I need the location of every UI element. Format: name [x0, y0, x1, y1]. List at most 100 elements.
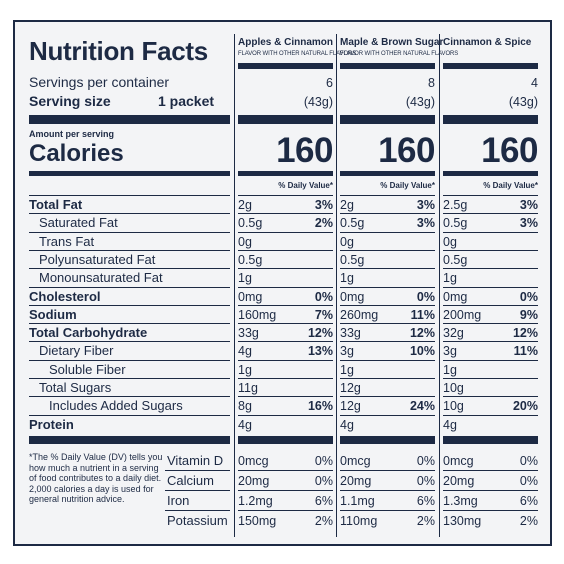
nutrient-daily-value: 3% — [519, 216, 538, 231]
row-divider — [340, 304, 435, 306]
vitamin-daily-value: 6% — [314, 494, 333, 508]
row-divider — [443, 286, 538, 288]
nutrient-daily-value: 0% — [416, 289, 435, 304]
row-divider — [443, 268, 538, 270]
amount-per-serving: Amount per serving — [29, 129, 115, 139]
vitamin-amount: 20mg — [443, 474, 475, 488]
servings-value: 6 — [326, 76, 333, 90]
vitamin-amount: 0mcg — [443, 454, 474, 468]
nutrient-label: Protein — [29, 416, 74, 432]
row-divider — [340, 341, 435, 343]
row-divider — [165, 470, 230, 471]
nutrient-label: Polyunsaturated Fat — [39, 251, 156, 267]
nutrient-amount: 0.5g — [340, 252, 365, 267]
nutrient-amount: 4g — [238, 344, 252, 359]
nutrient-label: Total Carbohydrate — [29, 325, 148, 341]
row-divider — [29, 231, 230, 233]
serving-size-value: 1 packet — [158, 93, 215, 109]
vitamin-amount: 0mcg — [340, 454, 371, 468]
vitamin-daily-value: 2% — [314, 514, 333, 528]
column-divider — [336, 34, 337, 537]
row-divider — [238, 510, 333, 511]
nutrient-daily-value: 11% — [410, 307, 435, 322]
nutrient-daily-value: 0% — [314, 289, 333, 304]
servings-value: 4 — [531, 76, 538, 90]
vitamin-daily-value: 0% — [314, 454, 333, 468]
row-divider — [340, 470, 435, 471]
nutrient-daily-value: 10% — [409, 344, 435, 359]
row-divider — [340, 286, 435, 288]
nutrient-daily-value: 12% — [307, 326, 333, 341]
vitamin-daily-value: 0% — [519, 474, 538, 488]
row-divider — [340, 323, 435, 325]
row-divider — [29, 414, 230, 416]
nutrient-amount: 1g — [443, 271, 457, 286]
nutrient-amount: 2.5g — [443, 198, 468, 212]
nutrient-amount: 1g — [340, 362, 354, 377]
column-1-header-bar — [238, 63, 333, 69]
medium-divider — [443, 171, 538, 176]
row-divider — [238, 490, 333, 491]
nutrient-amount: 260mg — [340, 307, 379, 322]
serving-size-grams: (43g) — [508, 95, 538, 109]
row-divider — [340, 490, 435, 491]
row-divider — [29, 304, 230, 306]
nutrient-daily-value: 13% — [307, 344, 333, 359]
nutrient-daily-value: 3% — [314, 198, 333, 212]
daily-value-footnote: *The % Daily Value (DV) tells you how mu… — [29, 452, 163, 504]
nutrient-amount: 10g — [443, 399, 464, 414]
nutrient-amount: 200mg — [443, 307, 482, 322]
row-divider — [238, 286, 333, 288]
nutrient-amount: 1g — [443, 362, 457, 377]
row-divider — [340, 359, 435, 361]
column-divider — [234, 34, 235, 537]
row-divider — [165, 490, 230, 491]
row-divider — [340, 249, 435, 251]
nutrient-daily-value: 16% — [307, 399, 333, 414]
nutrient-amount: 0.5g — [443, 216, 468, 231]
row-divider — [340, 268, 435, 270]
row-divider — [29, 341, 230, 343]
vitamin-label: Vitamin D — [167, 453, 224, 468]
row-divider — [443, 195, 538, 196]
row-divider — [340, 195, 435, 196]
medium-divider — [238, 171, 333, 176]
nutrient-amount: 160mg — [238, 307, 277, 322]
nutrient-amount: 1g — [238, 362, 252, 377]
row-divider — [238, 304, 333, 306]
daily-value-header: % Daily Value* — [483, 181, 538, 190]
row-divider — [443, 490, 538, 491]
nutrient-label: Dietary Fiber — [39, 343, 114, 359]
row-divider — [29, 213, 230, 215]
row-divider — [443, 341, 538, 343]
nutrient-label: Includes Added Sugars — [49, 398, 183, 414]
medium-divider — [340, 171, 435, 176]
row-divider — [29, 249, 230, 251]
vitamin-amount: 20mg — [340, 474, 372, 488]
row-divider — [238, 231, 333, 233]
vitamin-daily-value: 2% — [519, 514, 538, 528]
nutrient-amount: 4g — [238, 417, 252, 432]
vitamin-amount: 20mg — [238, 474, 270, 488]
thick-divider — [340, 436, 435, 444]
row-divider — [443, 378, 538, 379]
row-divider — [443, 304, 538, 306]
column-divider — [439, 34, 440, 537]
nutrient-daily-value: 3% — [416, 216, 435, 231]
nutrient-amount: 3g — [443, 344, 457, 359]
row-divider — [340, 378, 435, 379]
daily-value-header: % Daily Value* — [380, 181, 435, 190]
nutrient-amount: 12g — [340, 399, 361, 414]
vitamin-amount: 150mg — [238, 514, 277, 528]
row-divider — [443, 231, 538, 233]
column-3-header-bar — [443, 63, 538, 69]
vitamin-label: Calcium — [167, 473, 214, 488]
thick-divider — [443, 115, 538, 124]
nutrient-daily-value: 3% — [416, 198, 435, 212]
nutrient-daily-value: 7% — [314, 307, 333, 322]
row-divider — [443, 213, 538, 215]
row-divider — [165, 510, 230, 511]
nutrient-amount: 0.5g — [238, 216, 263, 231]
thick-divider — [238, 436, 333, 444]
row-divider — [29, 359, 230, 361]
